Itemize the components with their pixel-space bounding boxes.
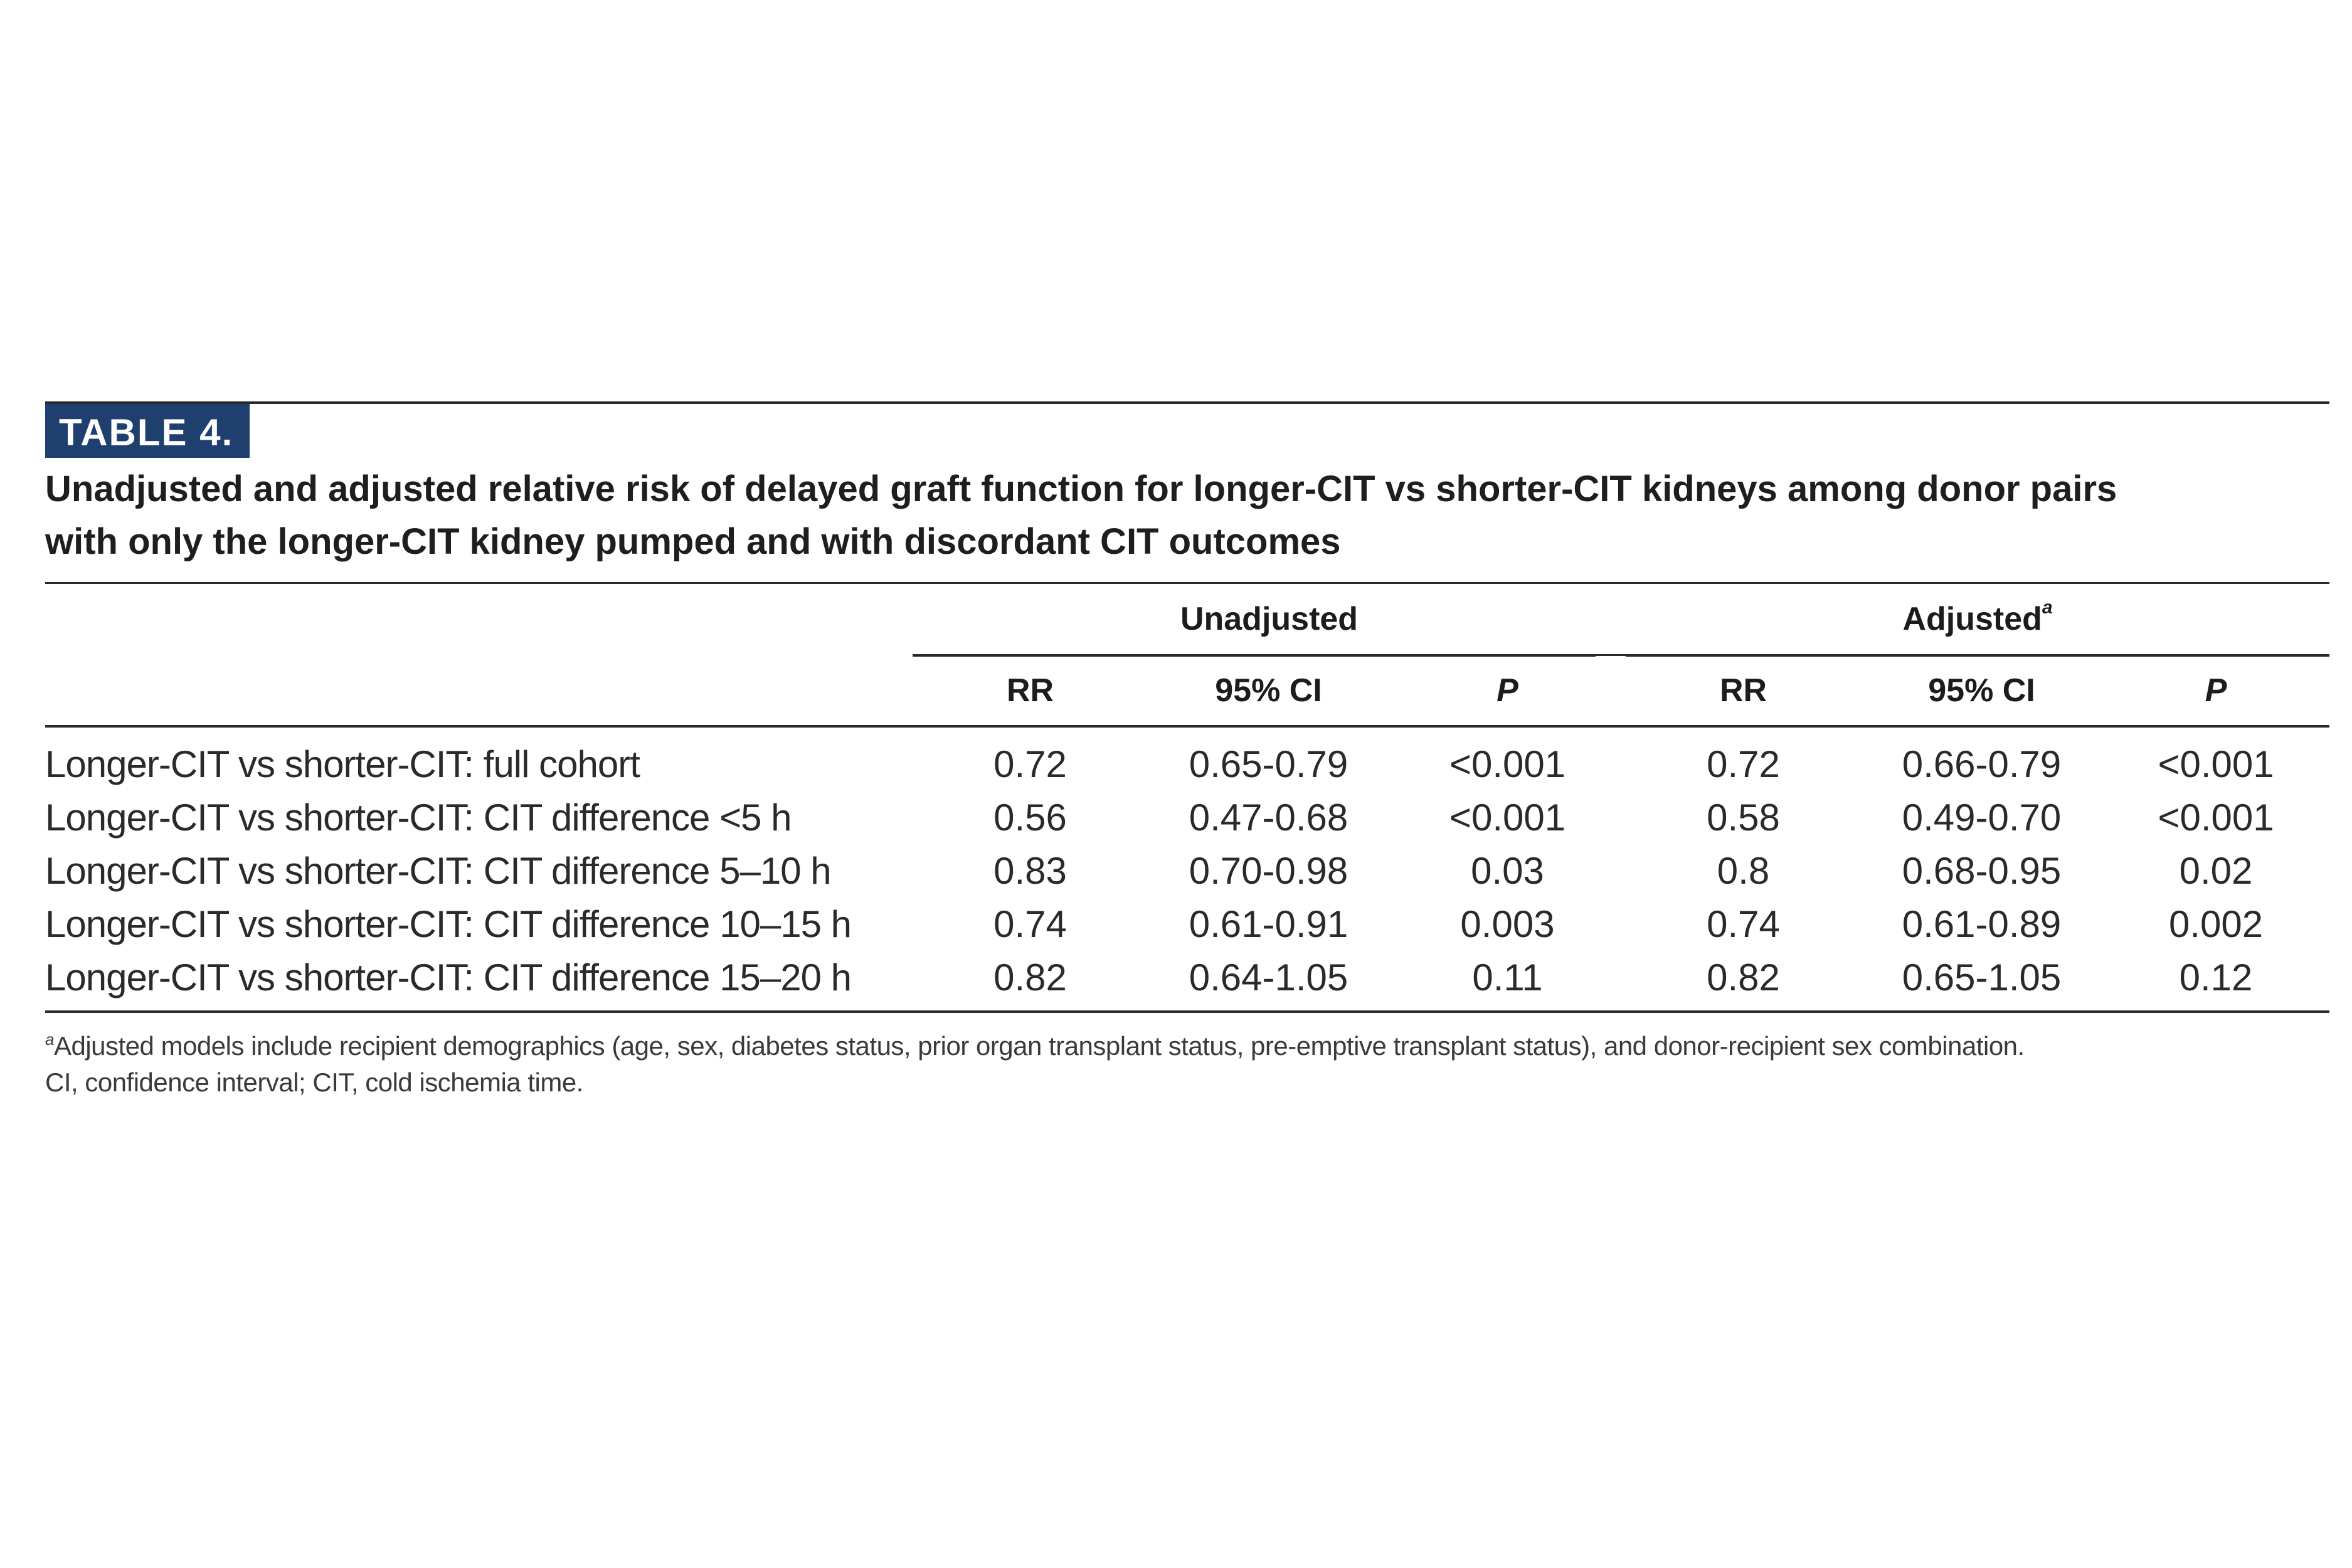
- cell-ci-adjusted: 0.65-1.05: [1902, 956, 2062, 999]
- footnote-abbreviations: CI, confidence interval; CIT, cold ische…: [45, 1067, 583, 1097]
- adjusted-label: Adjusted: [1902, 601, 2042, 637]
- cell-p-adjusted: <0.001: [2158, 797, 2274, 839]
- cell-ci-adjusted: 0.68-0.95: [1902, 850, 2062, 892]
- bottom-rule: [45, 1010, 2329, 1013]
- cell-p: 0.003: [1460, 903, 1555, 945]
- cell-p-adjusted: 0.12: [2179, 956, 2253, 999]
- table-figure: TABLE 4. Unadjusted and adjusted relativ…: [45, 401, 2330, 1101]
- row-label: Longer-CIT vs shorter-CIT: CIT differenc…: [45, 850, 832, 892]
- row-label: Longer-CIT vs shorter-CIT: CIT differenc…: [45, 956, 852, 999]
- cell-rr-adjusted: 0.8: [1717, 850, 1770, 892]
- cell-rr-adjusted: 0.74: [1707, 903, 1780, 945]
- row-label: Longer-CIT vs shorter-CIT: CIT differenc…: [45, 797, 792, 839]
- footnote-adjusted: aAdjusted models include recipient demog…: [45, 1028, 2329, 1064]
- cell-p: 0.11: [1472, 956, 1543, 999]
- column-header-p: P: [1389, 654, 1626, 728]
- row-label-header: [45, 655, 913, 728]
- column-header-rr: RR: [913, 654, 1148, 728]
- cell-rr: 0.82: [993, 956, 1067, 999]
- row-label: Longer-CIT vs shorter-CIT: CIT differenc…: [45, 903, 852, 945]
- cell-rr-adjusted: 0.58: [1707, 797, 1780, 839]
- table-row: Longer-CIT vs shorter-CIT: CIT differenc…: [45, 791, 2329, 844]
- cell-ci: 0.47-0.68: [1189, 797, 1348, 839]
- cell-p-adjusted: 0.02: [2179, 850, 2253, 892]
- cell-p: <0.001: [1449, 797, 1566, 839]
- cell-ci: 0.65-0.79: [1189, 743, 1348, 785]
- cell-ci-adjusted: 0.61-0.89: [1902, 903, 2062, 945]
- unadjusted-label: Unadjusted: [1180, 601, 1359, 637]
- cell-rr: 0.74: [993, 903, 1067, 945]
- table-row: Longer-CIT vs shorter-CIT: full cohort 0…: [45, 726, 2329, 791]
- cell-rr: 0.72: [993, 743, 1067, 785]
- top-rule: [45, 401, 2329, 404]
- column-header-ci: 95% CI: [1148, 654, 1389, 728]
- table-row: Longer-CIT vs shorter-CIT: CIT differenc…: [45, 951, 2329, 1010]
- table-footnotes: aAdjusted models include recipient demog…: [45, 1028, 2329, 1101]
- table-label-row: TABLE 4.: [45, 404, 2329, 458]
- caption-line-1: Unadjusted and adjusted relative risk of…: [45, 469, 2117, 509]
- cell-p: <0.001: [1449, 743, 1566, 785]
- table-label: TABLE 4.: [45, 404, 250, 458]
- cell-ci-adjusted: 0.66-0.79: [1902, 743, 2062, 785]
- footnote-marker: a: [45, 1030, 54, 1049]
- unadjusted-group-header: Unadjusted: [913, 584, 1626, 657]
- results-table: Unadjusted Adjusteda RR 95% CI P RR 95% …: [45, 584, 2330, 1010]
- table-row: Longer-CIT vs shorter-CIT: CIT differenc…: [45, 844, 2329, 898]
- cell-p: 0.03: [1471, 850, 1544, 892]
- table-row: Longer-CIT vs shorter-CIT: CIT differenc…: [45, 898, 2329, 951]
- adjusted-footnote-marker: a: [2042, 597, 2053, 618]
- cell-p-adjusted: <0.001: [2158, 743, 2274, 785]
- column-header-ci-adjusted: 95% CI: [1861, 654, 2103, 728]
- table-caption: Unadjusted and adjusted relative risk of…: [45, 463, 2329, 568]
- adjusted-underline: [1626, 654, 2330, 657]
- unadjusted-underline: [913, 654, 1596, 657]
- row-label: Longer-CIT vs shorter-CIT: full cohort: [45, 743, 640, 785]
- adjusted-group-header: Adjusteda: [1626, 584, 2330, 657]
- group-header-row: Unadjusted Adjusteda: [45, 584, 2330, 657]
- column-header-row: RR 95% CI P RR 95% CI P: [45, 654, 2330, 728]
- cell-rr-adjusted: 0.72: [1707, 743, 1780, 785]
- cell-rr-adjusted: 0.82: [1707, 956, 1780, 999]
- cell-ci: 0.61-0.91: [1189, 903, 1348, 945]
- cell-rr: 0.83: [993, 850, 1067, 892]
- blank-header: [45, 584, 913, 655]
- cell-ci: 0.70-0.98: [1189, 850, 1348, 892]
- column-header-rr-adjusted: RR: [1626, 654, 1862, 728]
- caption-line-2: with only the longer-CIT kidney pumped a…: [45, 521, 1341, 562]
- cell-rr: 0.56: [993, 797, 1067, 839]
- cell-ci-adjusted: 0.49-0.70: [1902, 797, 2062, 839]
- cell-p-adjusted: 0.002: [2168, 903, 2264, 945]
- caption-rule: [45, 582, 2329, 584]
- cell-ci: 0.64-1.05: [1189, 956, 1348, 999]
- footnote-adjusted-text: Adjusted models include recipient demogr…: [53, 1031, 2025, 1061]
- column-header-p-adjusted: P: [2102, 654, 2330, 728]
